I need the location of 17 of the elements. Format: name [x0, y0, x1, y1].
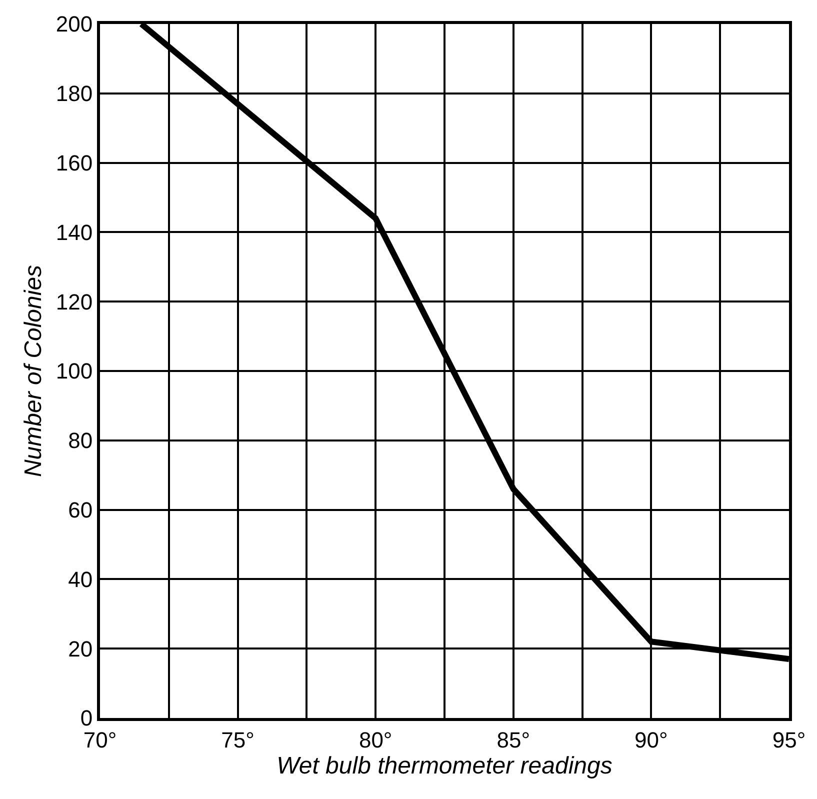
y-tick-label: 180 — [56, 81, 93, 106]
y-tick-label: 20 — [68, 636, 93, 662]
x-tick-label: 95° — [772, 727, 806, 752]
y-tick-label: 80 — [68, 428, 93, 454]
y-tick-label: 60 — [68, 498, 93, 522]
y-tick-label: 120 — [56, 289, 93, 314]
y-tick-label: 200 — [56, 12, 93, 37]
y-tick-label: 40 — [68, 566, 93, 592]
y-tick-label: 100 — [56, 358, 93, 384]
x-tick-label: 90° — [634, 727, 668, 752]
y-axis-title: Number of Colonies — [20, 264, 47, 478]
x-tick-label: 75° — [221, 727, 254, 752]
y-tick-label: 160 — [56, 150, 93, 176]
y-tick-label: 140 — [56, 220, 93, 245]
x-tick-label: 80° — [358, 727, 392, 752]
x-tick-label: 85° — [496, 727, 530, 752]
x-axis-title: Wet bulb thermometer readings — [276, 752, 612, 780]
